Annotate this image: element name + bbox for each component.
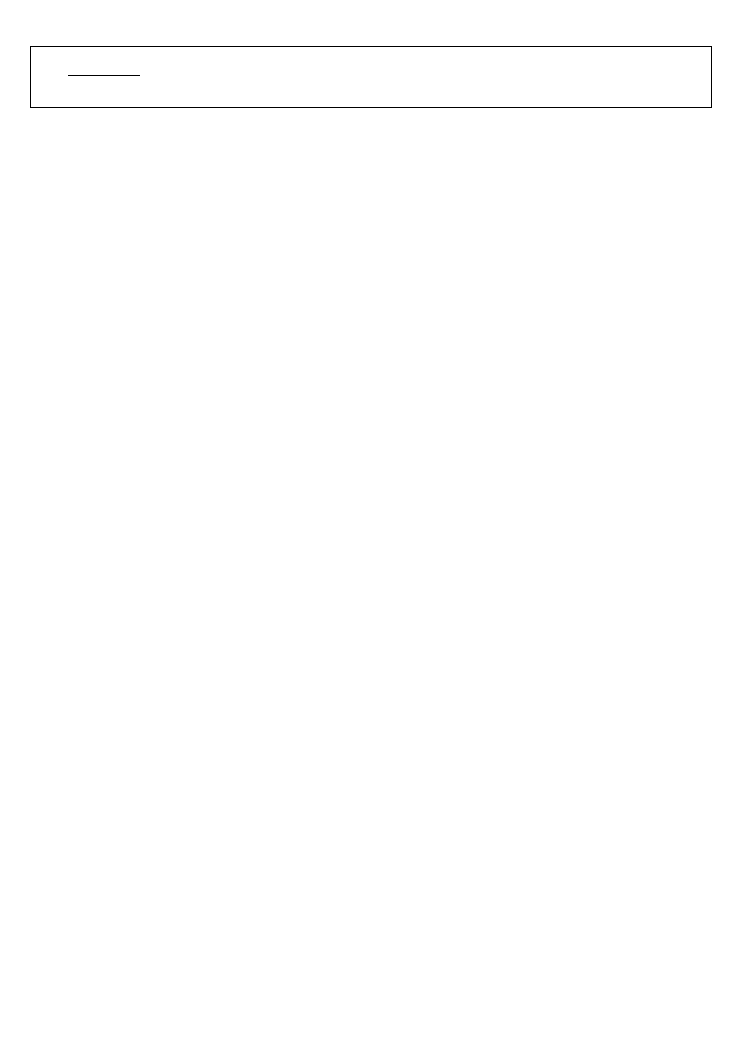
solved-answer	[68, 75, 140, 76]
solved-line	[49, 61, 693, 81]
worked-example	[30, 46, 712, 108]
